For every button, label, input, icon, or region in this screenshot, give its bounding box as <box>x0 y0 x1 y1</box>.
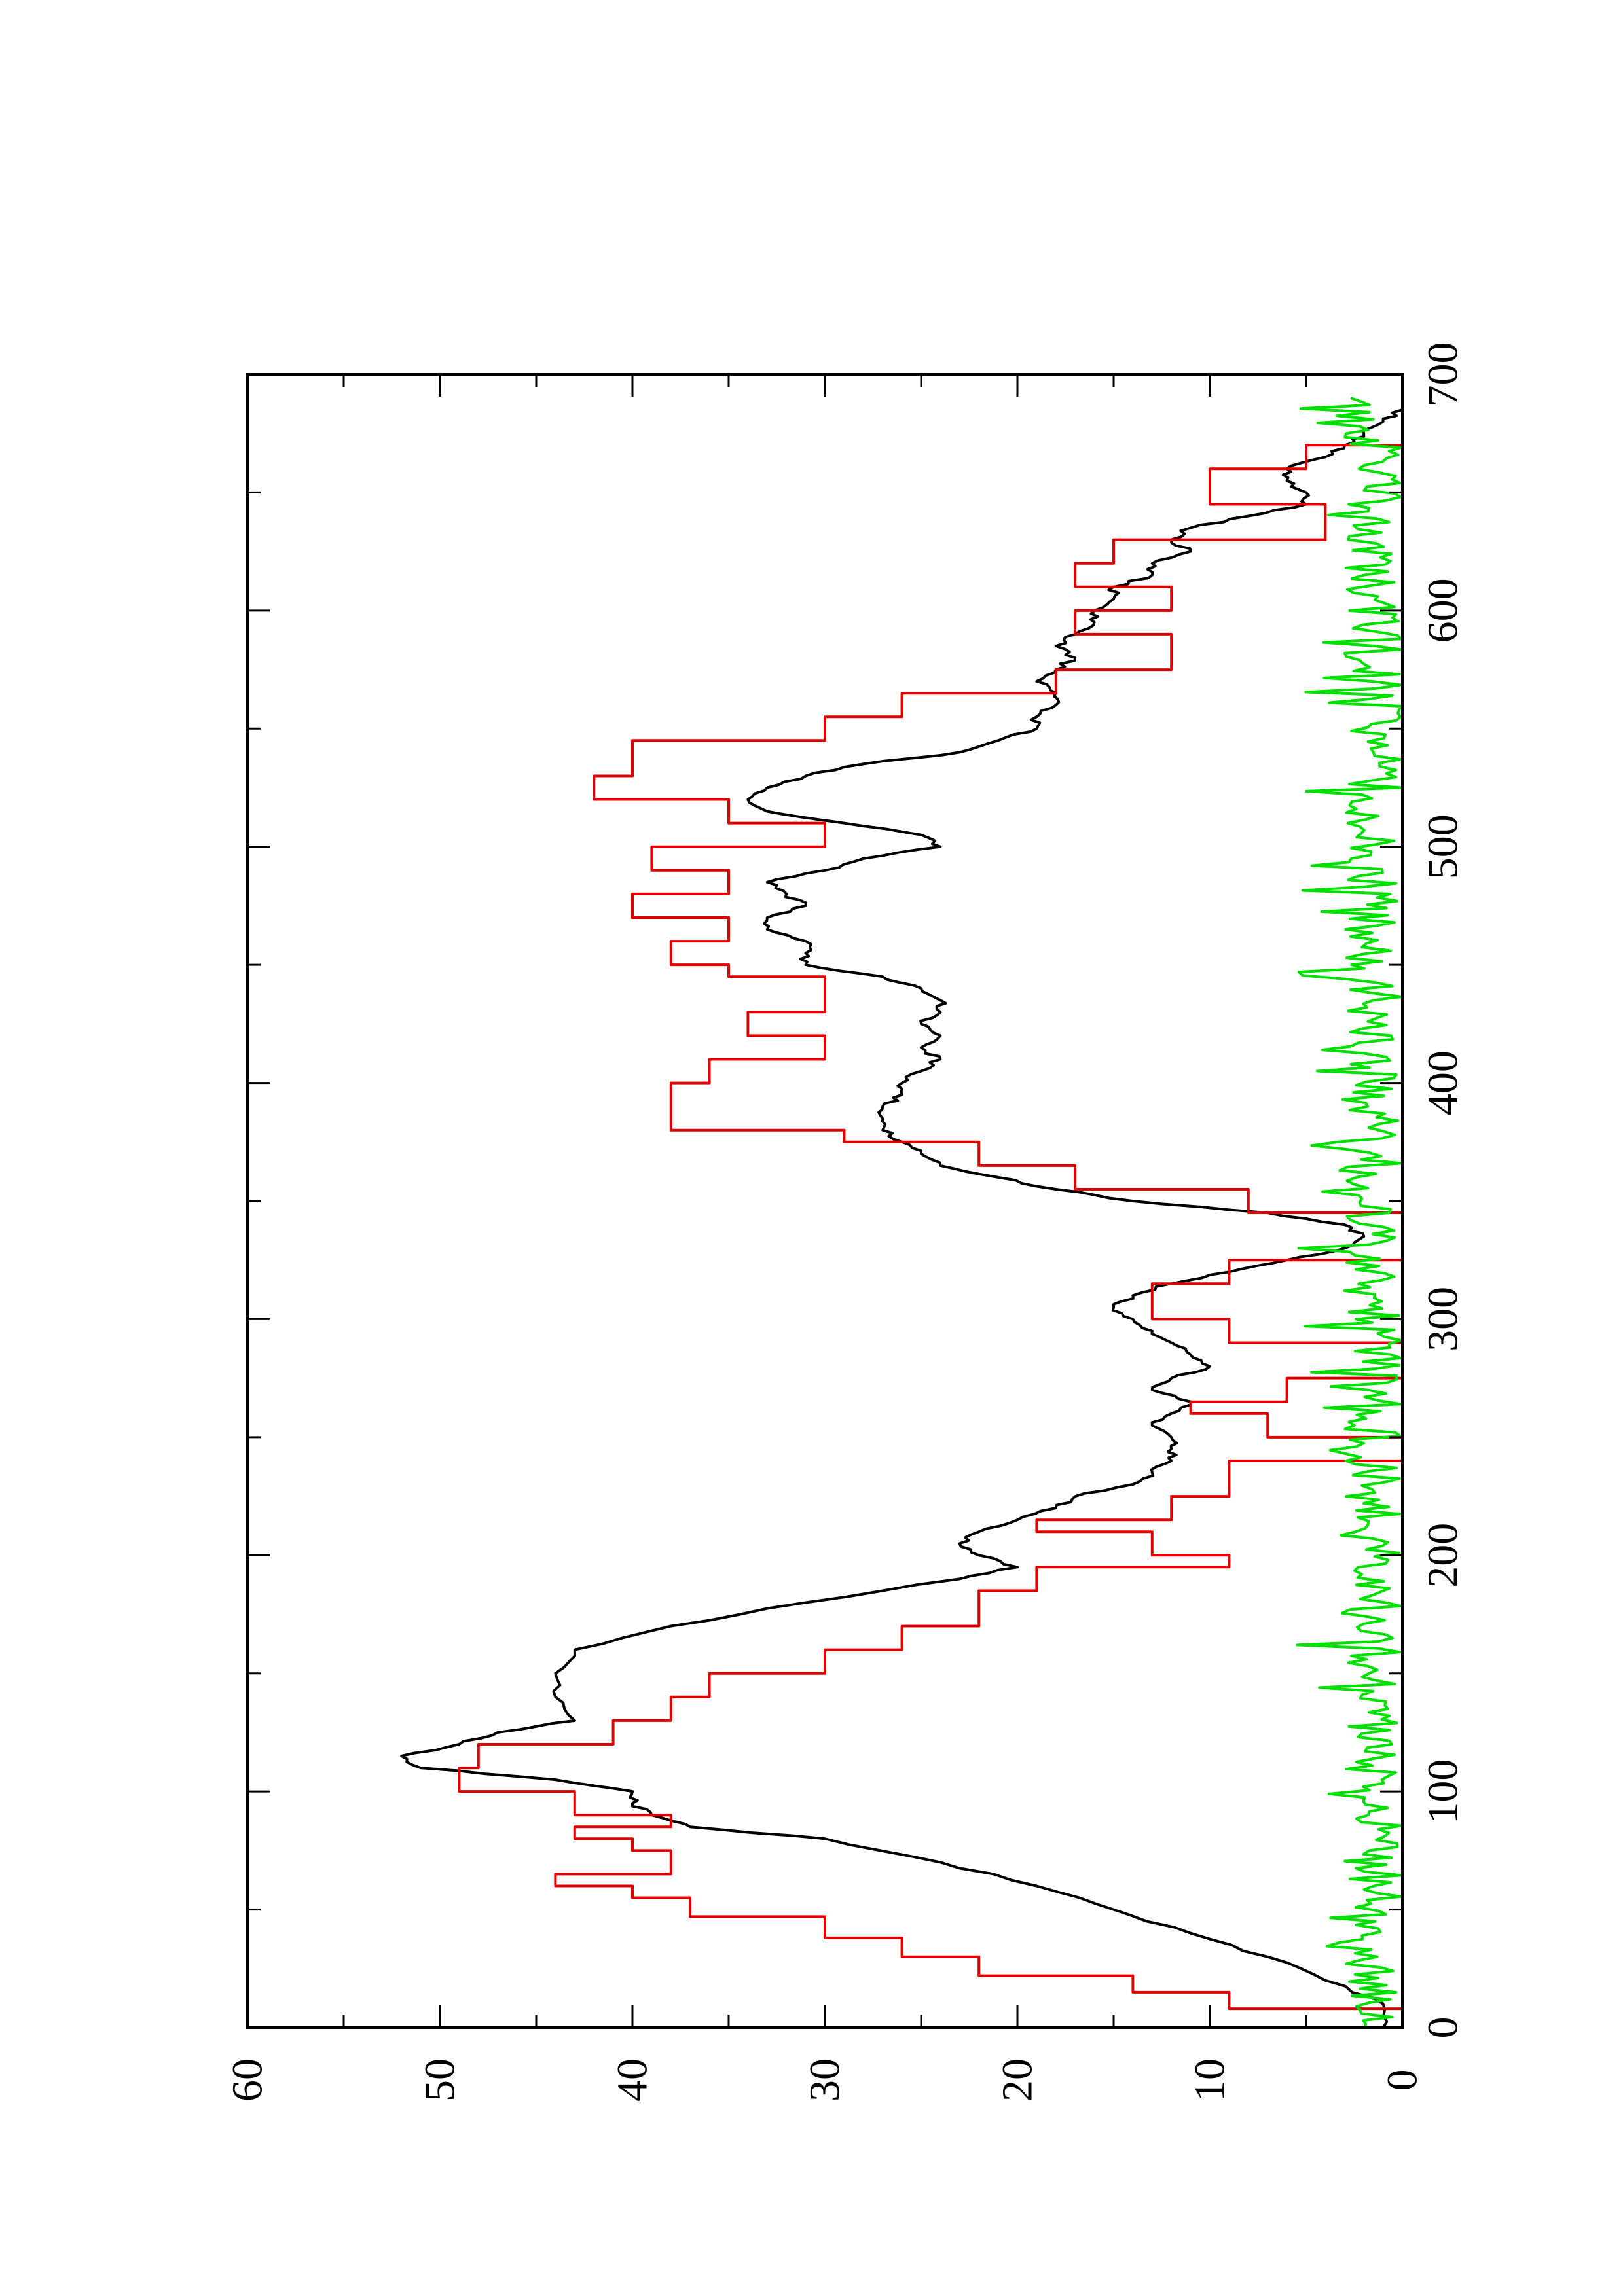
series-line-1 <box>458 398 1404 2028</box>
y-tick-label: 30 <box>801 2058 849 2102</box>
plot-frame <box>246 373 1404 2029</box>
x-tick-label: 600 <box>1419 578 1467 643</box>
x-tick-label: 400 <box>1419 1050 1467 1115</box>
x-tick-label: 500 <box>1419 814 1467 879</box>
y-tick-label: 50 <box>416 2058 464 2102</box>
plot-area <box>400 397 1404 2029</box>
x-tick-label: 300 <box>1419 1287 1467 1352</box>
y-tick-label: 10 <box>1186 2058 1234 2102</box>
y-tick-label: 20 <box>994 2058 1042 2102</box>
y-tick-label: 40 <box>609 2058 657 2102</box>
y-tick-label: 0 <box>1379 2070 1427 2091</box>
x-tick-label: 0 <box>1419 2017 1467 2039</box>
x-tick-label: 200 <box>1419 1523 1467 1588</box>
x-tick-label: 700 <box>1419 342 1467 407</box>
x-tick-label: 100 <box>1419 1759 1467 1824</box>
axes: 0 100 200 300 400 500 600 700 0 10 20 30 40 50 60 <box>224 342 1467 2102</box>
y-tick-label: 60 <box>224 2058 272 2102</box>
series-line-2 <box>1296 397 1404 2028</box>
series-line-0 <box>400 408 1403 2029</box>
